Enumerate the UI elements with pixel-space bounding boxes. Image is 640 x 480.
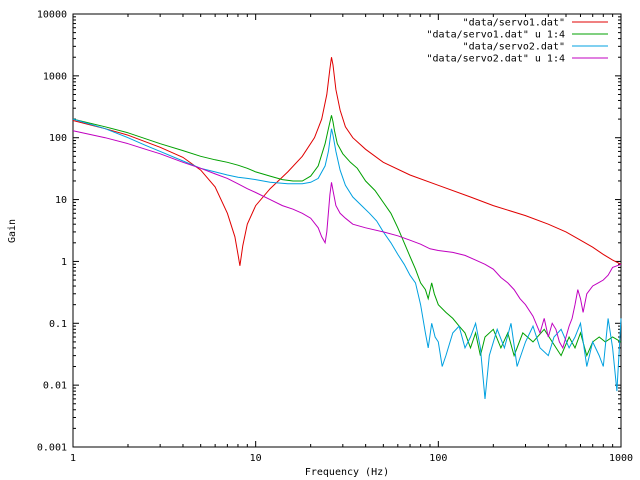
series-line-2: [72, 115, 622, 358]
series-lines: [72, 57, 622, 399]
y-tick-label: 1000: [43, 71, 67, 82]
legend: "data/servo1.dat""data/servo1.dat" u 1:4…: [427, 18, 608, 65]
series-line-1: [72, 57, 622, 266]
y-tick-label: 10: [55, 195, 67, 206]
legend-label-1: "data/servo1.dat": [463, 18, 565, 29]
y-axis-label: Gain: [7, 219, 18, 243]
y-tick-label: 100: [49, 133, 67, 144]
x-tick-label: 1: [70, 453, 76, 464]
y-tick-label: 10000: [37, 10, 67, 21]
y-tick-label: 0.1: [49, 319, 67, 330]
legend-label-3: "data/servo2.dat": [463, 42, 565, 53]
y-axis-ticks: 0.001 0.01 0.1 1 10 100 1000 10000: [37, 10, 621, 454]
y-tick-label: 1: [61, 257, 67, 268]
legend-label-4: "data/servo2.dat" u 1:4: [427, 54, 565, 65]
x-tick-label: 10: [250, 453, 262, 464]
x-tick-label: 100: [429, 453, 447, 464]
x-axis-ticks: 1 10 100 1000: [70, 14, 633, 464]
x-tick-label: 1000: [609, 453, 633, 464]
y-tick-label: 0.001: [37, 443, 67, 454]
series-line-3: [72, 118, 622, 399]
x-axis-label: Frequency (Hz): [305, 467, 389, 478]
legend-label-2: "data/servo1.dat" u 1:4: [427, 30, 565, 41]
plot-frame: [72, 13, 622, 448]
y-tick-label: 0.01: [43, 381, 67, 392]
series-line-4: [72, 130, 622, 350]
